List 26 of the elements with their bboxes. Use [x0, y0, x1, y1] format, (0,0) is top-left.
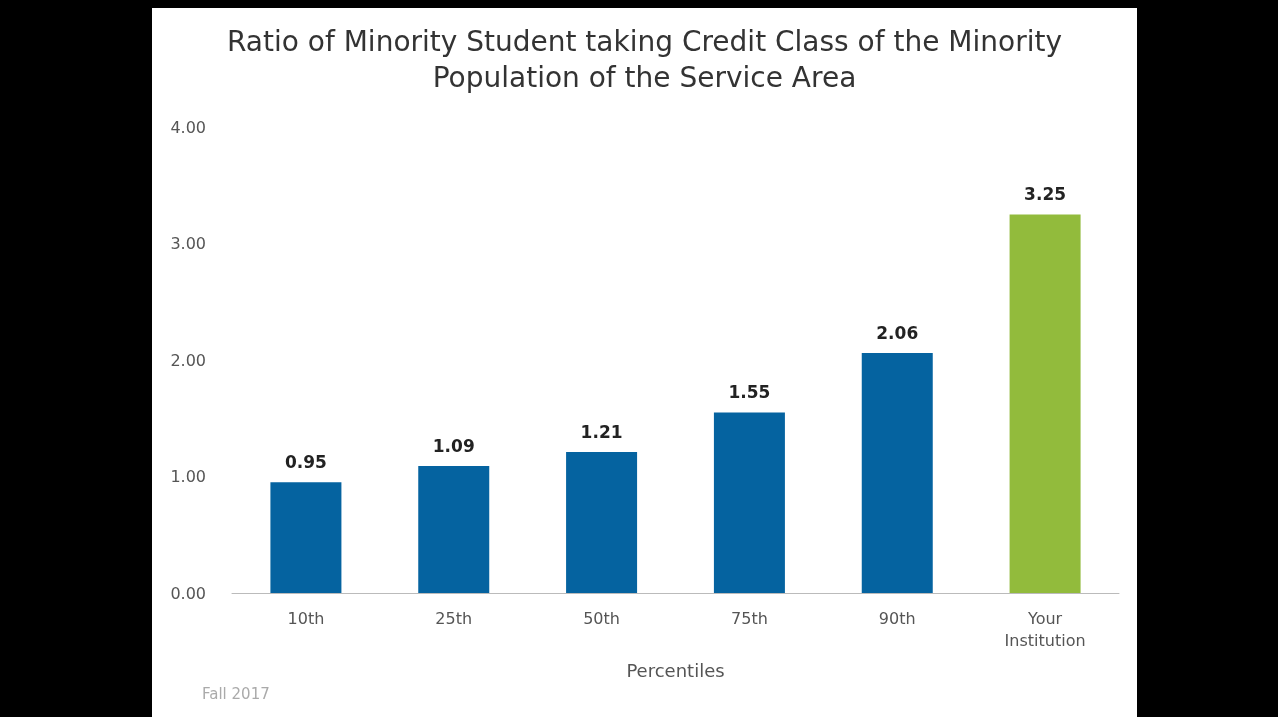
chart-title: Ratio of Minority Student taking Credit Class of the Minority Population of the Service Area	[227, 24, 1062, 94]
bar	[713, 412, 785, 593]
data-label: 1.55	[728, 381, 771, 402]
x-tick-label: 75th	[731, 608, 768, 628]
y-tick-label: 1.00	[170, 467, 206, 486]
x-tick-label: 50th	[583, 608, 620, 628]
x-axis-title: Percentiles	[626, 659, 725, 681]
data-label: 0.95	[284, 451, 327, 472]
x-tick-label: 90th	[878, 608, 916, 628]
data-label: 1.09	[432, 435, 475, 456]
data-label: 1.21	[580, 421, 623, 442]
x-tick-label: Your Institution	[1004, 608, 1086, 650]
y-tick-label: 2.00	[170, 350, 206, 370]
y-tick-label: 4.00	[170, 117, 206, 137]
data-label: 2.06	[876, 322, 919, 343]
x-tick-label: 10th	[287, 608, 325, 628]
y-tick-label: 3.00	[170, 234, 206, 253]
bar	[270, 482, 342, 593]
data-label: 3.25	[1024, 183, 1067, 204]
bar	[566, 452, 638, 593]
text: Fall 2017	[202, 684, 270, 703]
bar	[1009, 214, 1081, 593]
bar	[418, 466, 490, 593]
y-tick-label: 0.00	[170, 583, 206, 603]
bar	[861, 353, 933, 593]
x-tick-label: 25th	[435, 608, 473, 628]
